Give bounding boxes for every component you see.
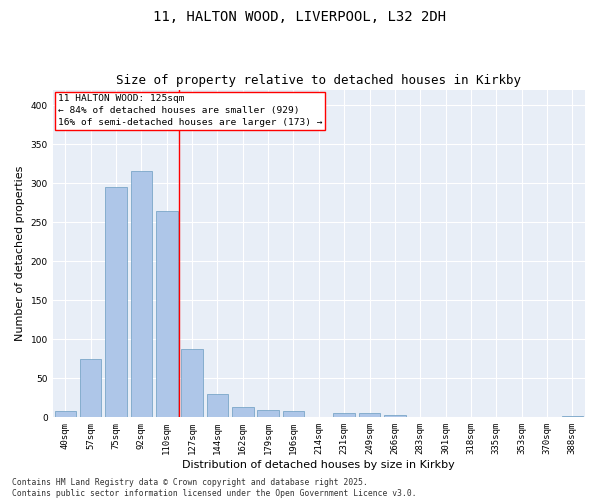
Bar bbox=[131, 172, 152, 418]
Y-axis label: Number of detached properties: Number of detached properties bbox=[15, 166, 25, 341]
Bar bbox=[80, 359, 101, 418]
Title: Size of property relative to detached houses in Kirkby: Size of property relative to detached ho… bbox=[116, 74, 521, 87]
Bar bbox=[562, 416, 583, 418]
X-axis label: Distribution of detached houses by size in Kirkby: Distribution of detached houses by size … bbox=[182, 460, 455, 470]
Bar bbox=[359, 414, 380, 418]
Text: 11, HALTON WOOD, LIVERPOOL, L32 2DH: 11, HALTON WOOD, LIVERPOOL, L32 2DH bbox=[154, 10, 446, 24]
Bar bbox=[384, 415, 406, 418]
Bar bbox=[181, 348, 203, 418]
Text: Contains HM Land Registry data © Crown copyright and database right 2025.
Contai: Contains HM Land Registry data © Crown c… bbox=[12, 478, 416, 498]
Bar bbox=[232, 407, 254, 418]
Bar bbox=[206, 394, 228, 417]
Bar bbox=[156, 210, 178, 418]
Bar bbox=[409, 416, 431, 418]
Text: 11 HALTON WOOD: 125sqm
← 84% of detached houses are smaller (929)
16% of semi-de: 11 HALTON WOOD: 125sqm ← 84% of detached… bbox=[58, 94, 322, 127]
Bar bbox=[334, 414, 355, 418]
Bar bbox=[55, 411, 76, 418]
Bar bbox=[105, 187, 127, 418]
Bar bbox=[283, 411, 304, 418]
Bar bbox=[257, 410, 279, 418]
